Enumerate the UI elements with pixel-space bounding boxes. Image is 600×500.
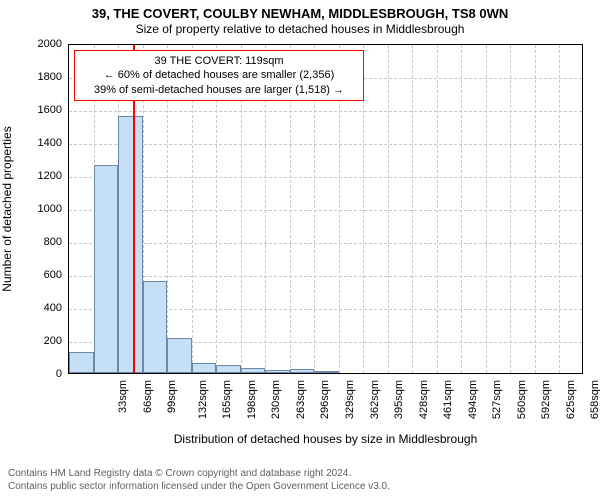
x-tick-label: 66sqm — [142, 380, 154, 413]
x-tick-label: 263sqm — [295, 380, 307, 419]
y-tick-label: 400 — [28, 302, 62, 314]
y-tick-label: 800 — [28, 236, 62, 248]
callout-line: 39 THE COVERT: 119sqm — [81, 54, 357, 68]
chart-subtitle: Size of property relative to detached ho… — [0, 22, 600, 40]
histogram-bar — [167, 338, 192, 373]
histogram-chart: 39 THE COVERT: 119sqm← 60% of detached h… — [68, 44, 583, 374]
gridline-horizontal — [69, 144, 582, 145]
x-tick-label: 99sqm — [166, 380, 178, 413]
gridline-vertical — [461, 45, 462, 373]
callout-line: ← 60% of detached houses are smaller (2,… — [81, 68, 357, 82]
gridline-vertical — [412, 45, 413, 373]
histogram-bar — [265, 370, 290, 373]
x-tick-label: 165sqm — [221, 380, 233, 419]
histogram-bar — [143, 281, 168, 373]
gridline-horizontal — [69, 177, 582, 178]
property-callout: 39 THE COVERT: 119sqm← 60% of detached h… — [74, 50, 364, 101]
x-tick-label: 560sqm — [516, 380, 528, 419]
gridline-vertical — [559, 45, 560, 373]
y-tick-label: 600 — [28, 269, 62, 281]
x-tick-label: 527sqm — [491, 380, 503, 419]
gridline-vertical — [437, 45, 438, 373]
gridline-vertical — [388, 45, 389, 373]
histogram-bar — [290, 369, 315, 373]
y-tick-label: 0 — [28, 368, 62, 380]
x-tick-label: 428sqm — [418, 380, 430, 419]
x-tick-label: 296sqm — [320, 380, 332, 419]
histogram-bar — [192, 363, 217, 373]
x-tick-label: 494sqm — [467, 380, 479, 419]
x-tick-label: 33sqm — [117, 380, 129, 413]
x-tick-label: 625sqm — [565, 380, 577, 419]
x-tick-label: 592sqm — [540, 380, 552, 419]
callout-line: 39% of semi-detached houses are larger (… — [81, 83, 357, 97]
gridline-vertical — [510, 45, 511, 373]
gridline-vertical — [535, 45, 536, 373]
y-tick-label: 1200 — [28, 170, 62, 182]
histogram-bar — [94, 165, 119, 373]
gridline-horizontal — [69, 243, 582, 244]
gridline-horizontal — [69, 111, 582, 112]
x-tick-label: 230sqm — [271, 380, 283, 419]
histogram-bar — [69, 352, 94, 373]
y-axis-label: Number of detached properties — [0, 109, 14, 309]
y-tick-label: 1000 — [28, 203, 62, 215]
x-tick-label: 658sqm — [589, 380, 600, 419]
y-tick-label: 200 — [28, 335, 62, 347]
y-tick-label: 1400 — [28, 137, 62, 149]
gridline-horizontal — [69, 276, 582, 277]
x-tick-label: 362sqm — [369, 380, 381, 419]
x-tick-label: 198sqm — [246, 380, 258, 419]
histogram-bar — [216, 365, 241, 373]
x-tick-label: 395sqm — [393, 380, 405, 419]
attribution-line-1: Contains HM Land Registry data © Crown c… — [8, 468, 390, 481]
gridline-vertical — [486, 45, 487, 373]
gridline-horizontal — [69, 210, 582, 211]
y-tick-label: 1800 — [28, 71, 62, 83]
chart-title: 39, THE COVERT, COULBY NEWHAM, MIDDLESBR… — [0, 0, 600, 22]
attribution-text: Contains HM Land Registry data © Crown c… — [8, 468, 390, 493]
x-tick-label: 132sqm — [197, 380, 209, 419]
histogram-bar — [241, 368, 266, 373]
histogram-bar — [118, 116, 143, 373]
histogram-bar — [314, 371, 339, 373]
x-axis-label: Distribution of detached houses by size … — [68, 432, 583, 446]
x-tick-label: 461sqm — [442, 380, 454, 419]
attribution-line-2: Contains public sector information licen… — [8, 481, 390, 494]
y-tick-label: 1600 — [28, 104, 62, 116]
x-tick-label: 329sqm — [344, 380, 356, 419]
y-tick-label: 2000 — [28, 38, 62, 50]
